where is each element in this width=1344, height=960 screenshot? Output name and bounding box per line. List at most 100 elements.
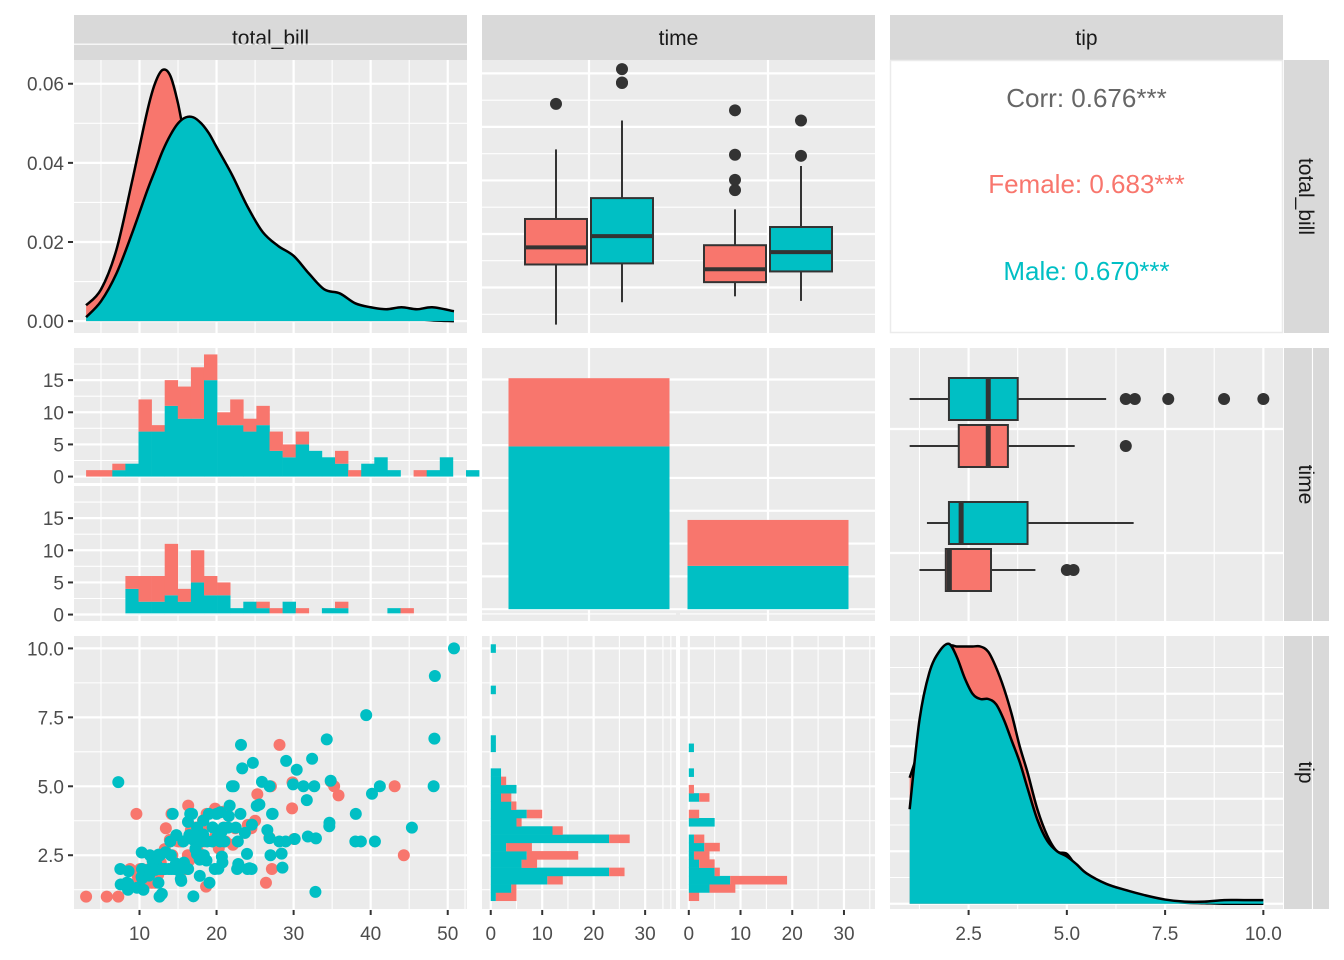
x-axis: 2.5 5.0 7.5 10.0 xyxy=(955,910,1282,945)
point-male xyxy=(200,854,213,867)
point-male xyxy=(232,858,245,871)
bar-female xyxy=(506,842,532,852)
bar-female xyxy=(699,793,710,802)
x-tick-label: 20 xyxy=(583,924,604,945)
bar-female xyxy=(164,380,179,406)
bar-female xyxy=(334,601,349,609)
outlier-point xyxy=(1119,440,1132,452)
x-tick-label: 50 xyxy=(437,924,458,945)
bar-male xyxy=(282,601,296,615)
bar-female xyxy=(151,425,165,432)
density-line-male xyxy=(85,115,455,319)
y-axis: 0 5 10 15 xyxy=(43,371,73,489)
bar-male xyxy=(269,450,283,477)
y-axis: 0 5 10 15 xyxy=(43,509,73,627)
strip-label: total_bill xyxy=(1294,158,1317,235)
bar-female xyxy=(511,884,517,893)
bar-male xyxy=(177,601,192,615)
point-male xyxy=(210,807,223,820)
bar-lunch-male xyxy=(687,565,849,610)
x-axis: 0 10 20 30 xyxy=(684,910,855,945)
bar-female xyxy=(413,470,427,477)
bar-male xyxy=(490,818,517,827)
x-tick-label: 2.5 xyxy=(955,924,981,945)
bar-female xyxy=(334,450,349,464)
outlier-point xyxy=(729,104,741,117)
bar-male xyxy=(426,470,441,477)
bar-male xyxy=(490,735,496,744)
bar-female xyxy=(138,399,152,432)
bar-male xyxy=(243,431,257,477)
box xyxy=(590,197,654,265)
point-male xyxy=(306,752,319,765)
strip-background xyxy=(1284,636,1329,909)
bar-female xyxy=(295,431,310,445)
point-female xyxy=(259,876,272,889)
bar-female xyxy=(217,412,231,426)
bar-male xyxy=(490,644,496,653)
bar-lunch-female xyxy=(687,519,849,566)
point-male xyxy=(323,816,336,829)
x-tick-label: 30 xyxy=(283,924,304,945)
bar-male xyxy=(688,834,694,844)
point-male xyxy=(186,807,199,820)
bar-male xyxy=(321,608,336,615)
box-dinner-female xyxy=(524,97,588,325)
point-female xyxy=(159,822,172,835)
bar-male xyxy=(230,608,244,615)
bar-male xyxy=(230,425,244,477)
box xyxy=(524,217,588,266)
panel-tip-by-time-boxplot xyxy=(890,348,1314,621)
point-female xyxy=(130,807,143,820)
y-tick-label: 5 xyxy=(53,435,64,456)
point-male xyxy=(266,807,279,820)
bar-male xyxy=(490,776,502,786)
point-male xyxy=(245,863,258,876)
y-tick-label: 2.5 xyxy=(38,846,64,867)
bar-male xyxy=(490,793,502,802)
bar-female xyxy=(99,470,113,477)
bar-male xyxy=(490,875,548,885)
bar-female xyxy=(526,809,543,819)
point-male xyxy=(309,832,322,845)
outlier-point xyxy=(729,184,741,197)
box-lunch-female xyxy=(703,104,767,297)
bar-female xyxy=(688,784,694,794)
bar-female xyxy=(203,354,218,381)
bar-male xyxy=(308,450,323,477)
point-female xyxy=(273,738,286,751)
point-male xyxy=(263,832,276,845)
bar-male xyxy=(490,743,496,753)
box xyxy=(703,244,767,284)
bar-dinner-male xyxy=(508,446,670,610)
point-male xyxy=(427,780,440,793)
bar-female xyxy=(609,867,625,877)
x-axis: 10 20 30 40 50 xyxy=(129,910,458,945)
point-male xyxy=(288,832,301,845)
bar-male xyxy=(256,608,270,615)
point-male xyxy=(373,780,386,793)
point-male xyxy=(253,798,266,811)
bar-female xyxy=(704,842,720,852)
bar-female xyxy=(501,793,512,802)
bar-female xyxy=(177,386,192,419)
y-tick-label: 0.06 xyxy=(27,75,64,96)
row-strip-total_bill: total_bill xyxy=(1284,60,1329,333)
x-tick-label: 10 xyxy=(532,924,553,945)
point-male xyxy=(193,869,206,882)
point-male xyxy=(216,856,229,869)
point-male xyxy=(365,787,378,800)
point-female xyxy=(388,780,401,793)
bar-female xyxy=(256,405,270,426)
point-male xyxy=(137,883,150,896)
point-male xyxy=(354,835,367,848)
strip-background xyxy=(74,15,467,60)
bar-female xyxy=(348,470,362,477)
point-male xyxy=(218,835,231,848)
bar-male xyxy=(177,418,192,477)
point-male xyxy=(152,876,165,889)
point-male xyxy=(290,763,303,776)
point-male xyxy=(229,821,242,834)
strip-background xyxy=(1284,60,1329,333)
